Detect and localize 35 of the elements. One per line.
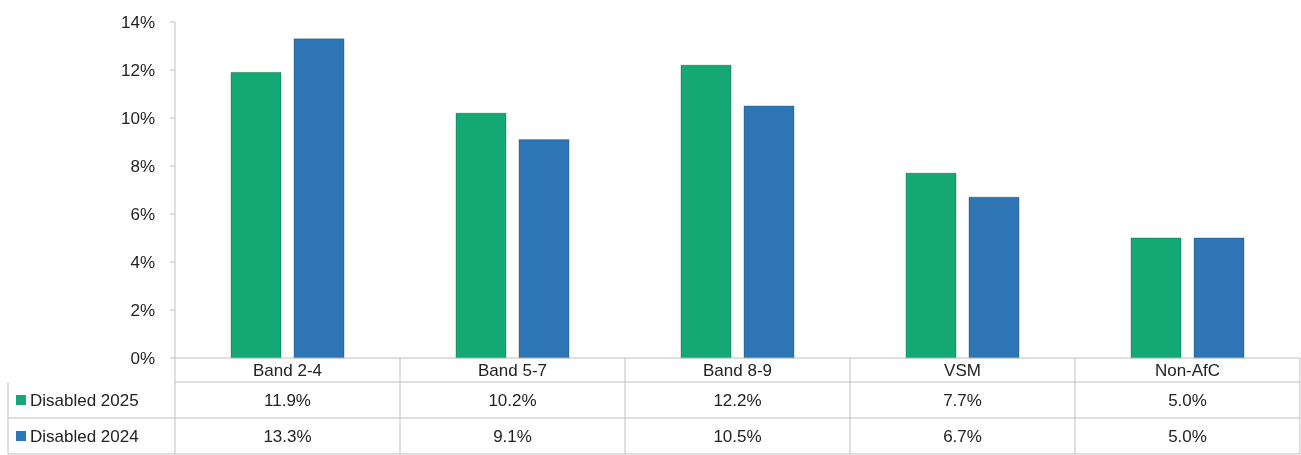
bar	[1193, 237, 1245, 359]
bar	[968, 196, 1020, 359]
bar	[518, 139, 570, 359]
data-label: 12.2%	[713, 390, 762, 410]
x-tick-label: VSM	[944, 360, 981, 380]
bar	[743, 105, 795, 359]
data-label: 11.9%	[264, 390, 311, 410]
y-tick-label: 6%	[130, 204, 155, 224]
y-tick-label: 2%	[130, 300, 155, 320]
data-label: 9.1%	[493, 426, 532, 446]
legend-label: Disabled 2025	[30, 390, 139, 410]
y-tick-label: 10%	[120, 108, 155, 128]
y-tick-label: 8%	[130, 156, 155, 176]
data-label: 5.0%	[1168, 390, 1207, 410]
x-tick-label: Band 8-9	[703, 360, 772, 380]
y-tick-label: 12%	[120, 60, 155, 80]
data-label: 13.3%	[263, 426, 312, 446]
x-tick-label: Band 2-4	[253, 360, 322, 380]
x-tick-label: Non-AfC	[1154, 360, 1221, 380]
data-label: 10.5%	[713, 426, 762, 446]
y-tick-label: 4%	[130, 252, 155, 272]
y-tick-label: 14%	[120, 12, 155, 32]
x-tick-label: Band 5-7	[478, 360, 547, 380]
bar	[680, 64, 732, 359]
data-label: 6.7%	[943, 426, 982, 446]
bar	[293, 38, 345, 359]
legend-label: Disabled 2024	[30, 426, 139, 446]
bar	[905, 172, 957, 359]
y-tick-label: 0%	[130, 348, 155, 368]
data-label: 7.7%	[943, 390, 982, 410]
data-label: 5.0%	[1168, 426, 1207, 446]
bar	[455, 112, 507, 359]
bar	[230, 71, 282, 359]
bar	[1130, 237, 1182, 359]
data-label: 10.2%	[488, 390, 537, 410]
